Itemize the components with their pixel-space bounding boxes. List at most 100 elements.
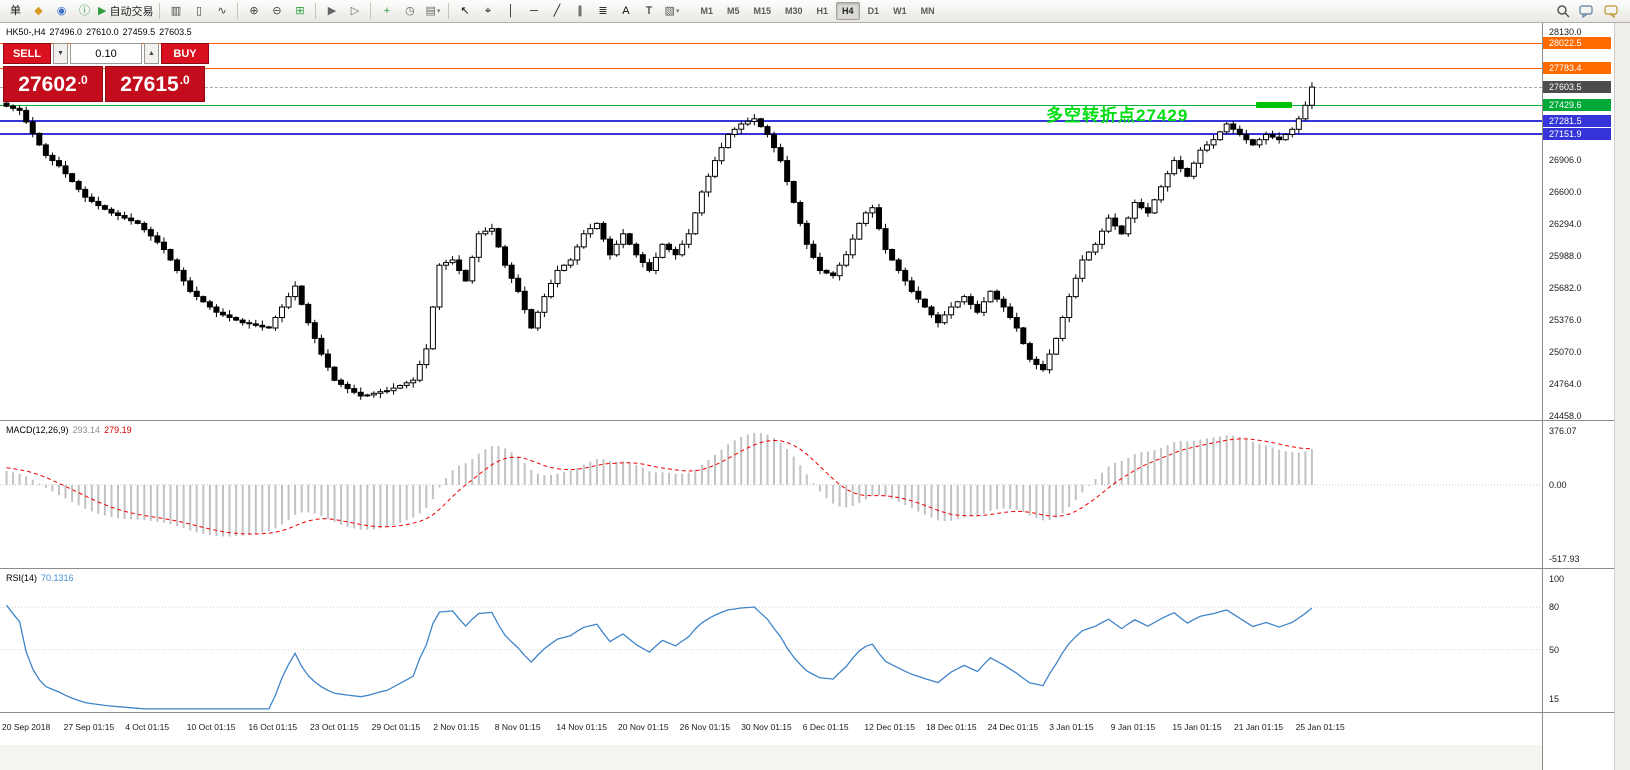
crosshair-icon[interactable]: ⌖ (476, 2, 499, 21)
zoom-out-icon[interactable]: ⊖ (265, 2, 288, 21)
macd-canvas (0, 432, 1542, 537)
time-tick: 14 Nov 01:15 (556, 722, 607, 732)
auto-scroll-icon[interactable]: ▶ (320, 2, 343, 21)
data-window-icon-glyph: ◉ (56, 4, 67, 17)
chart-shift-icon[interactable]: ▷ (343, 2, 366, 21)
timeframe-m1[interactable]: M1 (700, 6, 713, 16)
price-chart-pane[interactable]: HK50-,H4 27496.0 27610.0 27459.5 27603.5 SEL… (0, 23, 1542, 421)
new-chart-icon[interactable]: + (375, 2, 398, 21)
time-tick: 16 Oct 01:15 (248, 722, 298, 732)
buy-button[interactable]: BUY (161, 43, 209, 64)
new-order-button-glyph: 单 (10, 4, 21, 17)
bar-chart-icon[interactable]: ▥ (164, 2, 187, 21)
horizontal-line-icon[interactable]: ─ (522, 2, 545, 21)
rsi-tick: 80 (1549, 602, 1560, 613)
toolbar-button-groups: 单 ◆ ◉ ⓘ ▶ 自动交易 ▥ ▯ ∿ ⊕ ⊖ ⊞ ▶ ▷ + ◷ ▤ ▾ ↖ ⌖ │ ─ ╱ ∥ ≣ A T ▧ ▾ (4, 2, 683, 21)
price-level-line-27603.5[interactable] (0, 86, 1542, 88)
time-tick: 25 Jan 01:15 (1295, 722, 1345, 732)
timeframe-d1[interactable]: D1 (867, 6, 880, 16)
timeframe-m5[interactable]: M5 (726, 6, 740, 16)
tile-windows-icon-glyph: ⊞ (295, 4, 305, 17)
period-clock-icon[interactable]: ◷ (398, 2, 421, 21)
tile-windows-icon[interactable]: ⊞ (288, 2, 311, 21)
one-click-trading-panel: SELL ▼ ▲ BUY 27602 .0 27615 .0 (3, 43, 209, 102)
timeframe-h4[interactable]: H4 (836, 2, 860, 20)
market-watch-icon[interactable]: ◆ (27, 2, 50, 21)
period-clock-icon-glyph: ◷ (405, 4, 415, 17)
timeframe-mn[interactable]: MN (920, 6, 935, 16)
price-level-line-28022.5[interactable] (0, 42, 1542, 44)
volume-increase-button[interactable]: ▲ (144, 43, 159, 64)
vertical-line-icon[interactable]: │ (499, 2, 522, 21)
price-tick: 26294.0 (1549, 219, 1582, 229)
time-tick: 4 Oct 01:15 (125, 722, 170, 732)
timeframe-m30[interactable]: M30 (785, 6, 803, 16)
line-chart-icon[interactable]: ∿ (210, 2, 233, 21)
price-level-line-27783.4[interactable] (0, 67, 1542, 69)
label-icon[interactable]: T (637, 2, 660, 21)
zoom-in-icon[interactable]: ⊕ (242, 2, 265, 21)
data-window-icon[interactable]: ◉ (50, 2, 73, 21)
macd-signal-value: 279.19 (104, 425, 132, 435)
timeframe-w1[interactable]: W1 (893, 6, 907, 16)
fibonacci-icon-glyph: ≣ (598, 4, 608, 17)
ask-price-main: 27615 (120, 72, 179, 96)
autotrading-button[interactable]: ▶ 自动交易 (96, 2, 155, 21)
macd-label: MACD(12,26,9) 293.14 279.19 (6, 425, 136, 435)
community-icon[interactable] (1603, 4, 1618, 18)
vertical-scrollbar[interactable] (1614, 23, 1630, 770)
time-tick: 24 Dec 01:15 (987, 722, 1039, 732)
rsi-value: 70.1316 (41, 573, 74, 583)
zoom-in-icon-glyph: ⊕ (249, 4, 259, 17)
time-axis[interactable]: 20 Sep 2018 27 Sep 01:15 4 Oct 01:15 10 Oct… (0, 713, 1542, 745)
time-tick: 6 Dec 01:15 (802, 722, 849, 732)
terminal-icon[interactable]: ⓘ (73, 2, 96, 21)
price-tick: 25070.0 (1549, 347, 1582, 357)
timeframe-toolbar: M1 M5 M15 M30 H1 H4 D1 W1 MN (693, 2, 941, 20)
toolbar-separator (315, 3, 317, 19)
price-level-line-27281.5[interactable] (0, 119, 1542, 122)
price-tick: 26600.0 (1549, 187, 1582, 197)
bid-price-button[interactable]: 27602 .0 (3, 66, 103, 102)
time-tick: 15 Jan 01:15 (1172, 722, 1222, 732)
timeframe-m15[interactable]: M15 (753, 6, 772, 16)
rsi-label: RSI(14) 70.1316 (6, 573, 78, 583)
chart-ohlc-readout: HK50-,H4 27496.0 27610.0 27459.5 27603.5 (6, 27, 196, 37)
ohlc-close: 27603.5 (159, 27, 192, 37)
text-icon[interactable]: A (614, 2, 637, 21)
chart-shift-icon-glyph: ▷ (350, 4, 360, 17)
price-tick: 24764.0 (1549, 379, 1582, 389)
fibonacci-icon[interactable]: ≣ (591, 2, 614, 21)
price-tick: 26906.0 (1549, 155, 1582, 165)
main-toolbar: 单 ◆ ◉ ⓘ ▶ 自动交易 ▥ ▯ ∿ ⊕ ⊖ ⊞ ▶ ▷ + ◷ ▤ ▾ ↖ ⌖ │ ─ ╱ ∥ ≣ A T ▧ ▾ M1 M5 M15… (0, 0, 1630, 23)
ask-price-button[interactable]: 27615 .0 (105, 66, 205, 102)
time-tick: 9 Jan 01:15 (1110, 722, 1156, 732)
rsi-pane[interactable]: RSI(14) 70.1316 (0, 569, 1542, 713)
price-level-line-27151.9[interactable] (0, 133, 1542, 136)
rsi-canvas (0, 604, 1542, 710)
candlestick-chart-icon[interactable]: ▯ (187, 2, 210, 21)
bar-chart-icon-glyph: ▥ (170, 4, 182, 17)
volume-input[interactable] (70, 43, 142, 64)
time-tick: 26 Nov 01:15 (679, 722, 731, 732)
bottom-filler (0, 745, 1542, 770)
channel-icon[interactable]: ∥ (568, 2, 591, 21)
timeframe-h1[interactable]: H1 (816, 6, 829, 16)
time-tick: 18 Dec 01:15 (926, 722, 977, 732)
cursor-icon[interactable]: ↖ (453, 2, 476, 21)
autotrading-button-glyph: ▶ (98, 4, 107, 17)
new-order-button[interactable]: 单 (4, 2, 27, 21)
sell-button[interactable]: SELL (3, 43, 51, 64)
price-level-line-27429.6[interactable] (0, 104, 1542, 106)
trendline-icon[interactable]: ╱ (545, 2, 568, 21)
chat-icon[interactable] (1579, 4, 1594, 18)
template-icon[interactable]: ▤ ▾ (421, 2, 444, 21)
shapes-icon[interactable]: ▧ ▾ (660, 2, 683, 21)
macd-pane[interactable]: MACD(12,26,9) 293.14 279.19 (0, 421, 1542, 569)
time-tick: 23 Oct 01:15 (310, 722, 359, 732)
price-axis[interactable]: 28022.5 27783.4 27603.5 27429.6 27281.5 27151… (1542, 23, 1614, 770)
volume-decrease-button[interactable]: ▼ (53, 43, 68, 64)
auto-scroll-icon-glyph: ▶ (327, 4, 337, 17)
search-icon[interactable] (1556, 4, 1570, 18)
